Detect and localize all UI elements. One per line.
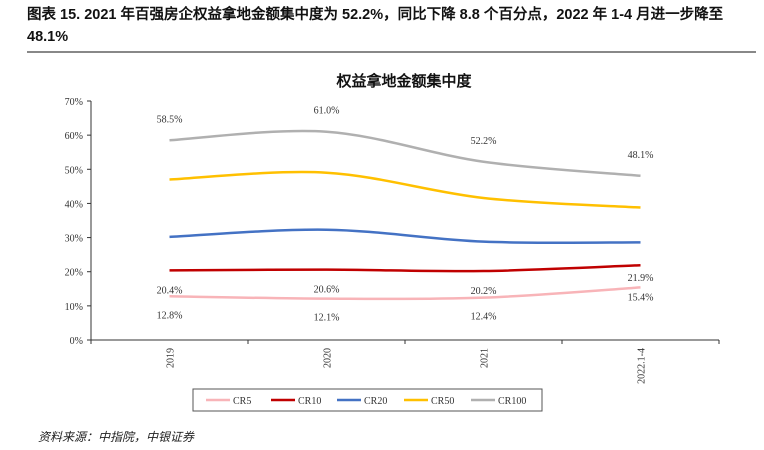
y-tick-label: 60%: [65, 131, 83, 142]
data-label-cr5: 12.4%: [471, 312, 497, 323]
data-label-cr10: 20.6%: [314, 285, 340, 296]
data-label-cr100: 58.5%: [157, 114, 183, 125]
y-tick-label: 0%: [70, 336, 83, 347]
legend-label-cr5: CR5: [233, 396, 251, 407]
x-tick-label: 2020: [323, 348, 334, 368]
legend-label-cr10: CR10: [298, 396, 321, 407]
series-line-cr100: [169, 129, 641, 178]
series-line-cr10: [169, 263, 641, 273]
data-label-cr100: 48.1%: [628, 150, 654, 161]
y-tick-label: 30%: [65, 234, 83, 245]
series-line-cr50: [169, 170, 641, 209]
y-tick-label: 50%: [65, 165, 83, 176]
series-line-cr5: [169, 286, 641, 301]
line-chart: 权益拿地金额集中度 0% 10% 20% 30% 40% 50% 60% 70% 2019 202…: [65, 72, 720, 412]
source-note: 资料来源：中指院，中银证券: [38, 430, 195, 444]
data-label-cr5: 12.8%: [157, 310, 183, 321]
legend-label-cr50: CR50: [431, 396, 454, 407]
data-label-cr5: 12.1%: [314, 313, 340, 324]
y-tick-label: 10%: [65, 302, 83, 313]
data-label-cr100: 52.2%: [471, 136, 497, 147]
legend-label-cr20: CR20: [364, 396, 387, 407]
x-tick-label: 2019: [166, 348, 177, 368]
data-label-cr5: 15.4%: [628, 292, 654, 303]
divider: [27, 51, 756, 53]
figure-caption: 图表 15. 2021 年百强房企权益拿地金额集中度为 52.2%，同比下降 8…: [27, 7, 724, 45]
y-tick-label: 70%: [65, 97, 83, 108]
series-line-cr20: [169, 228, 641, 245]
x-tick-label: 2022.1-4: [637, 348, 648, 384]
data-label-cr10: 21.9%: [628, 273, 654, 284]
legend: [192, 388, 543, 412]
y-tick-label: 40%: [65, 199, 83, 210]
data-label-cr100: 61.0%: [314, 106, 340, 117]
chart-title: 权益拿地金额集中度: [335, 72, 472, 90]
data-label-cr10: 20.2%: [471, 286, 497, 297]
legend-label-cr100: CR100: [498, 396, 526, 407]
y-tick-label: 20%: [65, 268, 83, 279]
x-tick-label: 2021: [480, 348, 491, 368]
data-label-cr10: 20.4%: [157, 285, 183, 296]
